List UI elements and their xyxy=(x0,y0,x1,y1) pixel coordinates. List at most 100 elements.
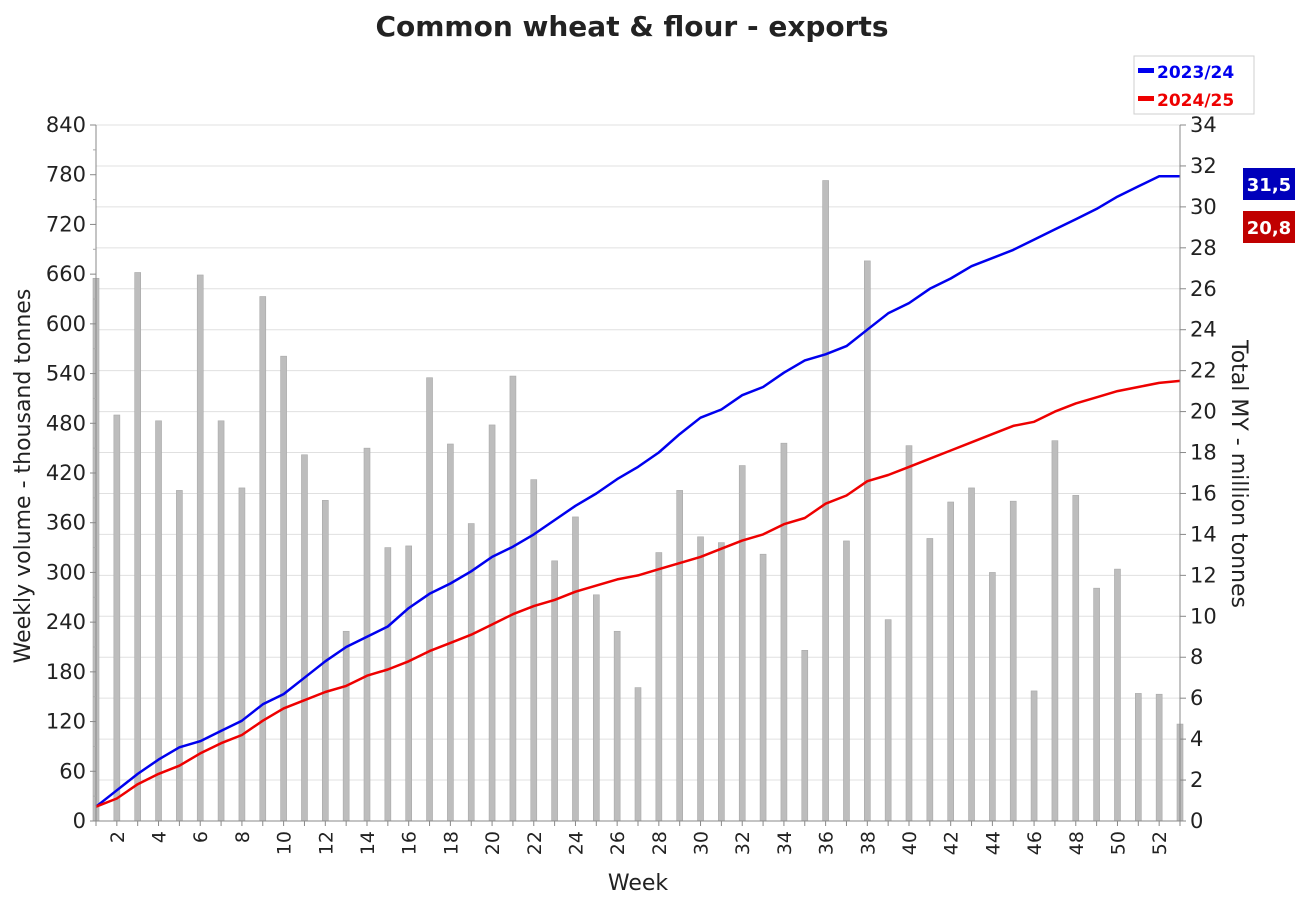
bar-week-47 xyxy=(1051,440,1059,822)
bar-week-13 xyxy=(342,630,350,822)
x-tick-label: 24 xyxy=(565,831,587,855)
series-line-2023-24 xyxy=(95,174,1180,808)
bar-week-17 xyxy=(426,377,433,822)
bar-week-44 xyxy=(989,572,996,822)
bar-week-9 xyxy=(259,296,267,822)
right-tick-label: 26 xyxy=(1190,277,1217,301)
bar-week-37 xyxy=(843,540,850,822)
bar-week-28 xyxy=(655,552,663,822)
grid-lines xyxy=(95,124,1181,822)
bar-week-32 xyxy=(738,465,746,822)
bar-week-25 xyxy=(593,594,600,822)
x-tick-label: 2 xyxy=(107,831,129,843)
x-tick-label: 40 xyxy=(899,831,921,855)
left-tick-label: 120 xyxy=(46,710,86,734)
end-label-2023-24: 31,5 xyxy=(1247,175,1291,196)
left-tick-label: 660 xyxy=(46,262,86,286)
right-tick-label: 28 xyxy=(1190,236,1217,260)
cumulative-lines xyxy=(95,174,1181,808)
x-axis-ticks: 2 4 6 8 10 12 14 16 18 20 22 24 26 28 30 32 34 36 38 40 42 44… xyxy=(95,821,1181,855)
bar-week-29 xyxy=(676,490,683,822)
bar-week-11 xyxy=(301,454,308,822)
left-tick-label: 720 xyxy=(46,212,86,236)
left-tick-label: 60 xyxy=(59,759,86,783)
x-tick-label: 8 xyxy=(232,831,254,843)
x-tick-label: 38 xyxy=(857,831,879,855)
bar-week-26 xyxy=(613,630,621,822)
right-tick-label: 34 xyxy=(1190,113,1217,137)
bar-week-34 xyxy=(780,442,788,822)
x-tick-label: 50 xyxy=(1107,831,1129,855)
left-tick-label: 840 xyxy=(46,113,86,137)
bar-week-33 xyxy=(759,553,767,822)
legend-label-2023-24: 2023/24 xyxy=(1157,63,1234,83)
left-tick-label: 780 xyxy=(46,163,86,187)
x-tick-label: 6 xyxy=(190,831,212,843)
end-value-labels: 31,5 20,8 xyxy=(1243,168,1295,243)
left-tick-label: 540 xyxy=(46,362,86,386)
chart-title: Common wheat & flour - exports xyxy=(375,10,888,43)
x-tick-label: 52 xyxy=(1149,831,1171,855)
x-tick-label: 28 xyxy=(649,831,671,855)
left-tick-label: 300 xyxy=(46,560,86,584)
bar-week-36 xyxy=(822,180,829,822)
left-tick-label: 420 xyxy=(46,461,86,485)
x-tick-label: 16 xyxy=(399,831,421,855)
bar-week-41 xyxy=(926,538,934,822)
bar-week-5 xyxy=(176,490,183,822)
bar-week-18 xyxy=(447,443,454,822)
bar-week-46 xyxy=(1030,690,1038,822)
x-tick-label: 32 xyxy=(732,831,754,855)
bar-week-16 xyxy=(405,545,412,822)
right-tick-label: 12 xyxy=(1190,563,1217,587)
left-tick-label: 240 xyxy=(46,610,86,634)
right-tick-label: 18 xyxy=(1190,441,1217,465)
right-tick-label: 14 xyxy=(1190,522,1217,546)
x-tick-label: 36 xyxy=(816,831,838,855)
x-tick-label: 14 xyxy=(357,831,379,855)
bar-week-7 xyxy=(217,420,225,822)
right-tick-label: 24 xyxy=(1190,318,1217,342)
bar-week-40 xyxy=(905,445,913,822)
bar-week-31 xyxy=(718,542,725,822)
bar-week-3 xyxy=(134,272,141,822)
bar-week-49 xyxy=(1093,587,1100,822)
bar-week-42 xyxy=(947,501,954,822)
legend-swatch-2024-25 xyxy=(1138,96,1154,101)
right-tick-label: 32 xyxy=(1190,154,1217,178)
right-tick-label: 4 xyxy=(1190,727,1203,751)
legend: 2023/24 2024/25 xyxy=(1133,55,1255,115)
right-tick-label: 2 xyxy=(1190,768,1203,792)
end-label-2024-25-box xyxy=(1243,211,1295,243)
bar-week-2 xyxy=(113,414,121,822)
end-label-2023-24-box xyxy=(1243,168,1295,200)
left-tick-label: 480 xyxy=(46,411,86,435)
right-tick-label: 22 xyxy=(1190,359,1217,383)
bar-week-19 xyxy=(467,523,475,822)
x-tick-label: 48 xyxy=(1066,831,1088,855)
right-tick-label: 30 xyxy=(1190,195,1217,219)
right-tick-label: 6 xyxy=(1190,686,1203,710)
bar-week-48 xyxy=(1072,495,1080,822)
right-axis-title: Total MY - million tonnes xyxy=(1226,339,1251,608)
x-tick-label: 4 xyxy=(149,831,171,843)
left-tick-label: 600 xyxy=(46,312,86,336)
right-tick-label: 8 xyxy=(1190,645,1203,669)
x-tick-label: 20 xyxy=(482,831,504,855)
bar-week-15 xyxy=(384,547,392,822)
end-label-2024-25: 20,8 xyxy=(1247,218,1291,239)
bar-week-52 xyxy=(1155,693,1163,822)
legend-swatch-2023-24 xyxy=(1138,68,1154,73)
left-tick-label: 0 xyxy=(73,809,86,833)
left-axis-ticks: 0 60 120 180 240 300 360 420 480 540 600 660 720 780 8… xyxy=(46,113,96,833)
bar-week-51 xyxy=(1135,693,1142,822)
bar-week-27 xyxy=(634,687,642,822)
bar-week-43 xyxy=(968,487,975,822)
bar-week-24 xyxy=(572,516,579,822)
bar-week-38 xyxy=(864,260,871,822)
right-tick-label: 0 xyxy=(1190,809,1203,833)
x-tick-label: 12 xyxy=(315,831,337,855)
bar-week-21 xyxy=(509,375,517,822)
